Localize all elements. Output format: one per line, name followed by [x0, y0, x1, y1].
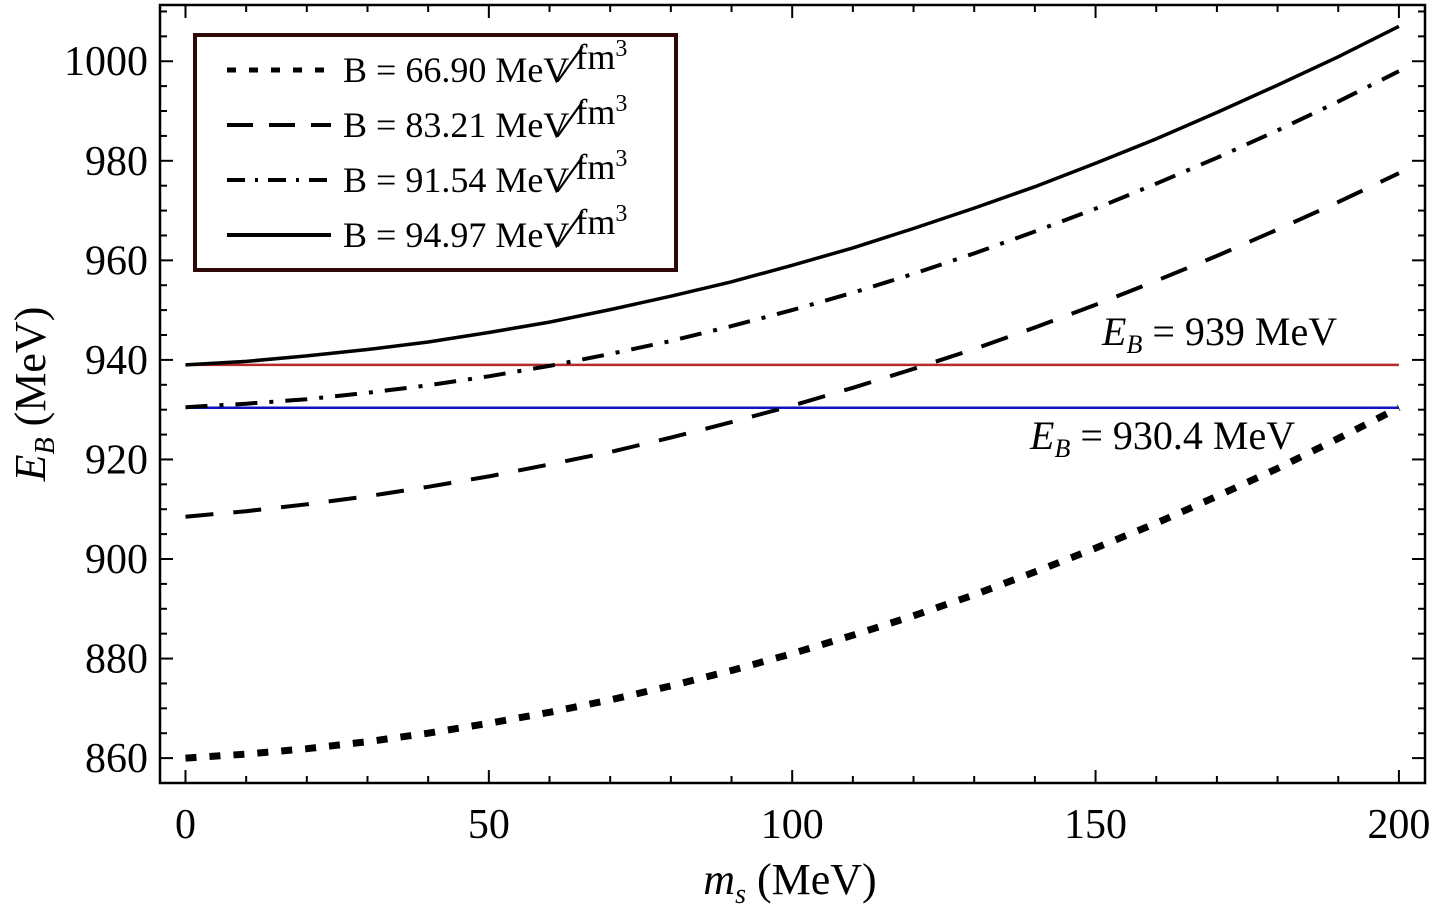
- annotation-939: EB = 939 MeV: [1102, 309, 1338, 359]
- annotation-930: EB = 930.4 MeV: [1030, 413, 1296, 463]
- dashdot-line-sample-icon: [227, 177, 331, 182]
- dotted-line-sample-icon: [227, 67, 331, 73]
- solid-line-sample-icon: [227, 232, 331, 237]
- legend-entry-solid: B = 94.97 MeV ∕ fm3: [225, 202, 674, 262]
- y-tick-label: 860: [85, 736, 148, 782]
- x-tick-label: 150: [1064, 802, 1127, 848]
- legend-unit: fm3: [575, 145, 628, 187]
- y-tick-label: 940: [85, 338, 148, 384]
- legend-entry-dotted: B = 66.90 MeV ∕ fm3: [225, 37, 674, 97]
- y-tick-label: 1000: [64, 39, 148, 85]
- x-tick-label: 100: [761, 802, 824, 848]
- y-tick-label: 920: [85, 437, 148, 483]
- y-axis-label: EB (MeV): [6, 306, 61, 482]
- y-tick-label: 900: [85, 537, 148, 583]
- legend-unit: fm3: [575, 200, 628, 242]
- x-tick-label: 50: [468, 802, 510, 848]
- legend-label: B = 66.90 MeV: [343, 50, 570, 91]
- legend-label: B = 94.97 MeV: [343, 214, 570, 255]
- legend-box: B = 66.90 MeV ∕ fm3 B = 83.21 MeV ∕ fm3 B = …: [193, 33, 678, 272]
- y-tick-label: 980: [85, 139, 148, 185]
- legend-entry-dashed: B = 83.21 MeV ∕ fm3: [225, 92, 674, 152]
- y-tick-label: 960: [85, 238, 148, 284]
- y-tick-label: 880: [85, 637, 148, 683]
- x-tick-label: 200: [1367, 802, 1430, 848]
- series-dashed: [185, 171, 1400, 519]
- legend-unit: fm3: [575, 91, 628, 133]
- legend-entry-dashdot: B = 91.54 MeV ∕ fm3: [225, 147, 674, 207]
- series-dashdot: [185, 69, 1400, 410]
- legend-label: B = 91.54 MeV: [343, 159, 570, 200]
- legend-unit: fm3: [575, 36, 628, 78]
- dashed-line-sample-icon: [227, 123, 331, 128]
- x-tick-label: 0: [175, 802, 196, 848]
- x-axis-label: ms (MeV): [703, 855, 877, 910]
- series-solid: [185, 24, 1400, 367]
- legend-label: B = 83.21 MeV: [343, 105, 570, 146]
